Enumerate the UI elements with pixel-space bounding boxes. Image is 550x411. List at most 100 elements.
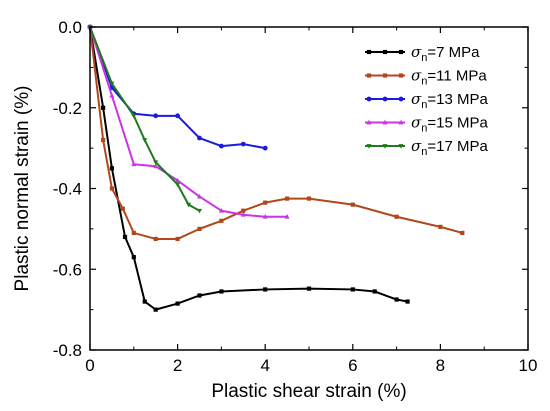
legend-label: σn=17 MPa xyxy=(411,137,488,158)
data-point xyxy=(197,135,202,141)
data-point xyxy=(366,96,372,102)
data-point xyxy=(131,113,137,119)
legend-item-3: σn=13 MPa xyxy=(365,90,488,111)
data-point xyxy=(153,307,158,312)
data-point xyxy=(382,144,388,149)
y-tick-label: 0.0 xyxy=(58,18,82,37)
y-tick-label: -0.8 xyxy=(53,341,82,360)
data-point xyxy=(153,236,158,242)
data-point xyxy=(131,161,137,167)
data-point xyxy=(394,214,399,219)
data-point xyxy=(350,287,355,292)
data-point xyxy=(262,214,268,219)
data-point xyxy=(284,214,290,219)
series-line xyxy=(89,26,288,218)
data-point xyxy=(197,226,202,231)
data-point xyxy=(240,212,246,217)
y-axis-title: Plastic normal strain (%) xyxy=(12,86,33,292)
data-point xyxy=(175,177,181,183)
data-point xyxy=(350,202,355,207)
legend-item-1: σn=7 MPa xyxy=(365,43,480,64)
data-point xyxy=(241,208,246,213)
legend-item-2: σn=11 MPa xyxy=(365,67,487,88)
x-tick-label: 0 xyxy=(85,356,94,375)
data-point xyxy=(142,299,147,304)
data-point xyxy=(109,166,114,171)
legend-label: σn=13 MPa xyxy=(411,90,488,111)
x-axis-title: Plastic shear strain (%) xyxy=(211,381,406,402)
ticks-layer: 0 2 4 6 8 10 0.0 -0.2 -0.4 -0.6 -0.8 xyxy=(53,18,538,375)
data-point xyxy=(306,286,312,291)
data-point xyxy=(153,113,159,119)
data-point xyxy=(398,49,404,55)
data-point xyxy=(460,230,465,236)
data-point xyxy=(405,299,410,304)
x-tick-label: 6 xyxy=(348,356,357,375)
data-point xyxy=(382,96,388,102)
data-point xyxy=(109,81,115,87)
data-point xyxy=(101,105,106,110)
data-point xyxy=(175,182,181,188)
series-line xyxy=(89,26,266,150)
data-point xyxy=(175,301,180,306)
series-line xyxy=(89,26,200,212)
x-tick-label: 2 xyxy=(173,356,182,375)
data-point xyxy=(366,73,372,78)
data-point xyxy=(142,138,148,143)
data-point xyxy=(372,289,377,294)
data-point xyxy=(366,49,372,55)
data-point xyxy=(197,293,202,298)
data-point xyxy=(306,196,312,201)
data-point xyxy=(398,73,404,78)
legend-label: σn=15 MPa xyxy=(411,114,488,135)
series-5 xyxy=(87,25,203,214)
data-point xyxy=(109,186,114,191)
series-layer xyxy=(87,24,465,312)
data-point xyxy=(196,193,203,199)
x-tick-label: 4 xyxy=(260,356,269,375)
data-point xyxy=(398,144,404,149)
data-point xyxy=(219,218,224,223)
data-point xyxy=(382,119,388,125)
data-point xyxy=(218,207,224,213)
data-point xyxy=(131,255,136,260)
y-tick-label: -0.6 xyxy=(53,260,82,279)
series-2 xyxy=(87,24,465,242)
legend-item-4: σn=15 MPa xyxy=(365,114,488,135)
data-point xyxy=(219,289,224,294)
data-point xyxy=(285,196,290,201)
data-point xyxy=(219,143,224,149)
data-point xyxy=(263,287,268,292)
data-point xyxy=(175,236,180,242)
x-tick-label: 10 xyxy=(519,356,538,375)
data-point xyxy=(366,144,372,149)
data-point xyxy=(240,141,246,147)
y-tick-label: -0.4 xyxy=(53,180,82,199)
legend-label: σn=7 MPa xyxy=(411,43,480,64)
series-3 xyxy=(87,24,268,151)
data-point xyxy=(394,297,399,302)
x-tick-label: 8 xyxy=(436,356,445,375)
data-point xyxy=(366,119,372,125)
data-point xyxy=(398,96,404,102)
data-point xyxy=(382,73,388,78)
data-point xyxy=(382,49,388,55)
data-point xyxy=(109,92,115,98)
series-line xyxy=(89,26,463,240)
data-point xyxy=(153,163,159,169)
data-point xyxy=(438,224,443,229)
legend-label: σn=11 MPa xyxy=(411,67,487,88)
legend-item-5: σn=17 MPa xyxy=(365,137,488,158)
data-point xyxy=(131,230,136,236)
series-4 xyxy=(87,24,290,219)
data-point xyxy=(153,160,159,165)
data-point xyxy=(122,234,128,240)
data-point xyxy=(263,200,268,205)
y-tick-label: -0.2 xyxy=(53,99,82,118)
data-point xyxy=(262,145,268,151)
data-point xyxy=(120,206,125,211)
series-line xyxy=(89,26,408,311)
data-point xyxy=(186,202,192,208)
